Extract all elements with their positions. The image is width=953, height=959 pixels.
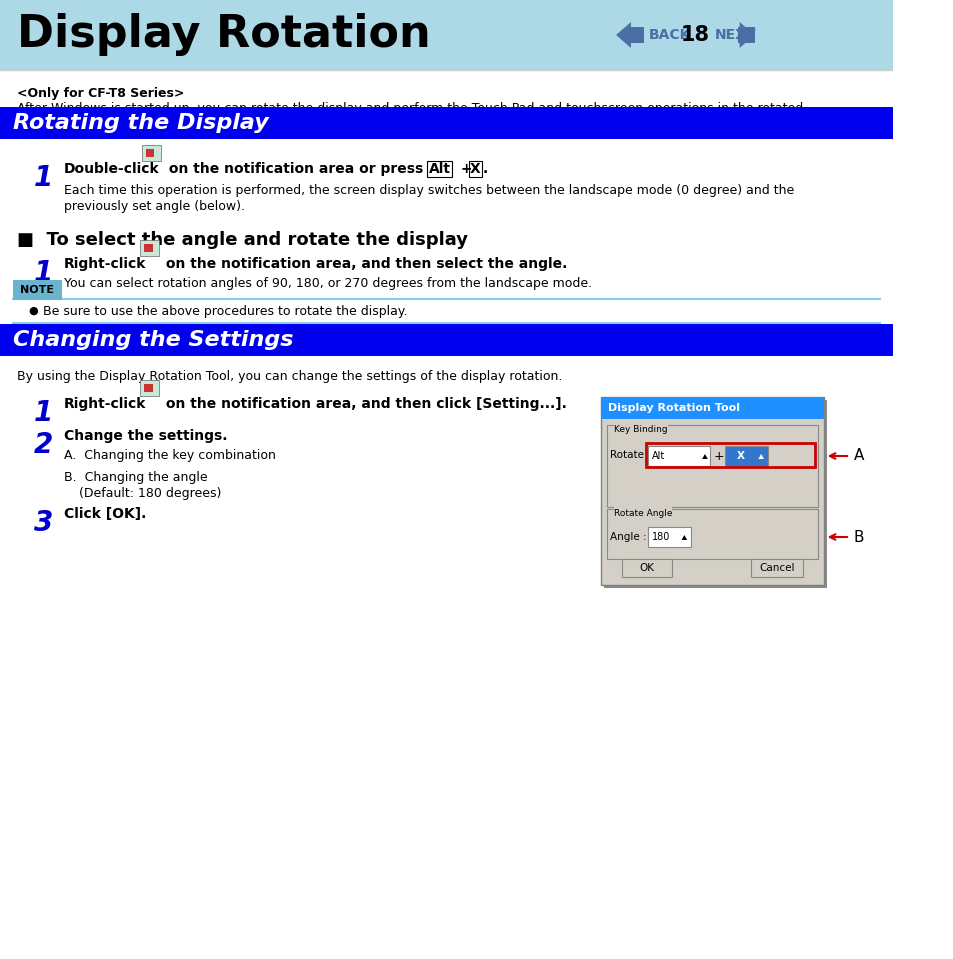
Bar [647, 527, 690, 547]
Text: You can select rotation angles of 90, 180, or 270 degrees from the landscape mod: You can select rotation angles of 90, 18… [64, 277, 591, 290]
Bar [140, 380, 159, 396]
Text: 3: 3 [33, 509, 53, 537]
Text: Right-click: Right-click [64, 397, 146, 411]
Text: Key Binding: Key Binding [614, 425, 667, 434]
Text: ●: ● [28, 306, 38, 316]
Text: on the notification area, and then click [Setting...].: on the notification area, and then click… [161, 397, 566, 411]
Text: A.  Changing the key combination: A. Changing the key combination [64, 449, 275, 462]
Bar [724, 446, 767, 466]
Bar [144, 244, 152, 252]
Bar [603, 400, 826, 588]
Text: Display Rotation: Display Rotation [17, 13, 430, 57]
Bar [600, 397, 823, 419]
Bar [647, 446, 709, 466]
Text: Right-click: Right-click [64, 257, 146, 271]
Polygon shape [758, 454, 763, 459]
Bar [614, 503, 672, 515]
Text: Alt: Alt [428, 162, 451, 176]
Text: Be sure to use the above procedures to rotate the display.: Be sure to use the above procedures to r… [43, 305, 407, 317]
Text: Rotate Angle: Rotate Angle [614, 509, 672, 518]
Text: Angle :: Angle : [610, 532, 646, 542]
Text: B: B [853, 529, 863, 545]
Polygon shape [701, 454, 707, 459]
Text: Change the settings.: Change the settings. [64, 429, 227, 443]
Text: 1: 1 [33, 399, 53, 427]
Text: ■  To select the angle and rotate the display: ■ To select the angle and rotate the dis… [17, 231, 467, 249]
Text: X: X [470, 162, 480, 176]
Bar [0, 107, 892, 139]
Text: Double-click: Double-click [64, 162, 159, 176]
Text: (Default: 180 degrees): (Default: 180 degrees) [78, 487, 221, 500]
Text: mode.: mode. [17, 116, 56, 129]
Text: Alt: Alt [651, 451, 664, 461]
Text: previously set angle (below).: previously set angle (below). [64, 200, 244, 213]
Bar [614, 419, 668, 431]
Text: on the notification area, and then select the angle.: on the notification area, and then selec… [161, 257, 567, 271]
Bar [140, 240, 159, 256]
Text: 180: 180 [651, 532, 669, 542]
Text: BACK: BACK [648, 28, 690, 42]
Text: 2: 2 [33, 431, 53, 459]
Text: NEXT: NEXT [714, 28, 755, 42]
Text: Rotating the Display: Rotating the Display [13, 113, 269, 133]
Bar [600, 397, 823, 585]
Text: By using the Display Rotation Tool, you can change the settings of the display r: By using the Display Rotation Tool, you … [17, 370, 561, 383]
Bar [750, 559, 802, 577]
Text: 1: 1 [33, 164, 53, 192]
Text: A: A [853, 449, 863, 463]
Bar [645, 443, 814, 467]
Text: X: X [736, 451, 744, 461]
Text: +: + [713, 450, 723, 462]
Text: Cancel: Cancel [759, 563, 794, 573]
Bar [0, 0, 892, 70]
Text: NOTE: NOTE [20, 285, 54, 295]
Text: <Only for CF-T8 Series>: <Only for CF-T8 Series> [17, 87, 184, 100]
Bar [737, 27, 754, 43]
Bar [627, 27, 643, 43]
Text: +: + [456, 162, 476, 176]
Bar [606, 425, 818, 507]
Text: .: . [482, 162, 488, 176]
Text: After Windows is started up, you can rotate the display and perform the Touch Pa: After Windows is started up, you can rot… [17, 102, 802, 115]
Bar [146, 149, 154, 157]
Bar [621, 559, 672, 577]
Text: Rotate :: Rotate : [610, 450, 651, 460]
Bar [0, 324, 892, 356]
Text: Changing the Settings: Changing the Settings [13, 330, 294, 350]
Polygon shape [739, 22, 754, 48]
Bar [144, 384, 152, 392]
Text: on the notification area or press: on the notification area or press [164, 162, 422, 176]
Polygon shape [616, 22, 630, 48]
Text: OK: OK [639, 563, 654, 573]
Text: Click [OK].: Click [OK]. [64, 507, 146, 521]
Polygon shape [680, 535, 686, 540]
Text: 1: 1 [33, 259, 53, 287]
Text: B.  Changing the angle: B. Changing the angle [64, 471, 207, 484]
Bar [606, 509, 818, 559]
Bar [13, 280, 62, 300]
Text: 18: 18 [680, 25, 709, 45]
Text: Each time this operation is performed, the screen display switches between the l: Each time this operation is performed, t… [64, 184, 793, 197]
Text: Display Rotation Tool: Display Rotation Tool [607, 403, 739, 413]
Bar [142, 145, 161, 161]
